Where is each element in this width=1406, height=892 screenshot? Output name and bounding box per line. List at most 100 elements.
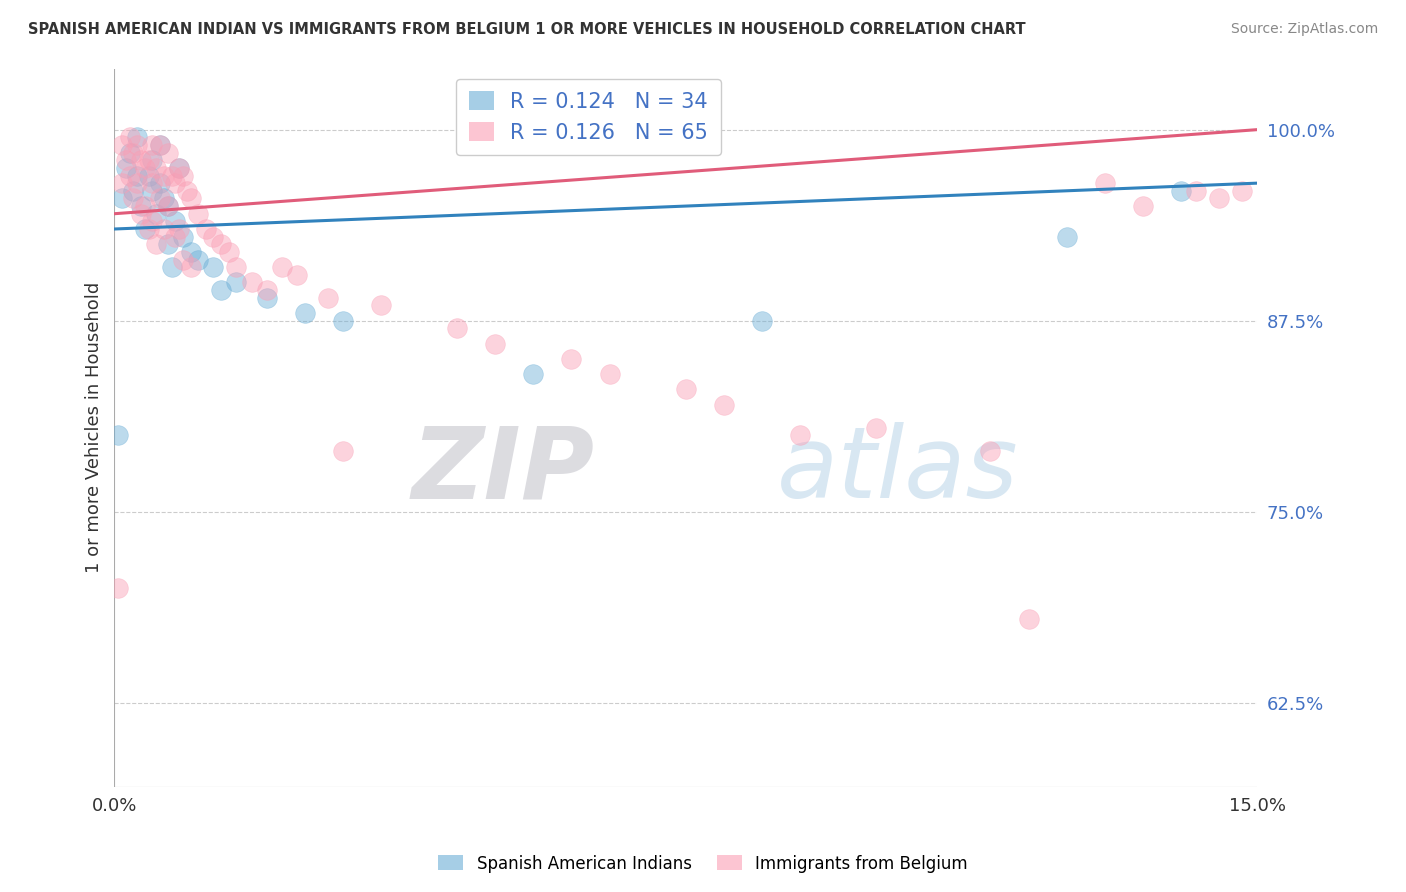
Point [118,130,141,145]
Point [156,199,179,213]
Point [560,351,582,366]
Point [145,237,167,252]
Point [209,283,232,297]
Point [180,191,202,205]
Point [1230,184,1253,198]
Point [134,161,156,175]
Point [115,153,138,168]
Point [484,336,506,351]
Point [202,229,225,244]
Point [160,169,183,183]
Point [1056,229,1078,244]
Point [240,276,263,290]
Point [118,145,141,160]
Point [118,169,141,183]
Point [141,137,163,152]
Point [1170,184,1192,198]
Text: atlas: atlas [778,422,1019,519]
Point [127,176,149,190]
Point [138,222,160,236]
Point [111,191,134,205]
Point [187,207,209,221]
Point [176,184,198,198]
Point [141,214,163,228]
Point [172,252,194,267]
Point [156,199,179,213]
Point [153,169,176,183]
Point [285,268,308,282]
Point [1018,612,1040,626]
Point [751,314,773,328]
Point [149,137,172,152]
Point [165,176,187,190]
Point [180,260,202,275]
Point [713,398,735,412]
Legend: Spanish American Indians, Immigrants from Belgium: Spanish American Indians, Immigrants fro… [432,848,974,880]
Point [122,191,145,205]
Point [127,169,149,183]
Point [111,176,134,190]
Point [138,169,160,183]
Point [202,260,225,275]
Point [115,161,138,175]
Point [180,244,202,259]
Point [675,383,697,397]
Point [1132,199,1154,213]
Point [129,153,152,168]
Point [599,367,621,381]
Point [129,207,152,221]
Point [141,184,163,198]
Point [256,291,278,305]
Text: Source: ZipAtlas.com: Source: ZipAtlas.com [1230,22,1378,37]
Point [165,229,187,244]
Point [294,306,316,320]
Point [160,260,183,275]
Point [122,184,145,198]
Point [165,214,187,228]
Point [332,443,354,458]
Point [789,428,811,442]
Point [156,145,179,160]
Text: ZIP: ZIP [412,422,595,519]
Point [145,161,167,175]
Point [145,207,167,221]
Point [332,314,354,328]
Point [1208,191,1230,205]
Point [209,237,232,252]
Legend: R = 0.124   N = 34, R = 0.126   N = 65: R = 0.124 N = 34, R = 0.126 N = 65 [456,78,721,155]
Point [1185,184,1208,198]
Point [370,298,392,312]
Point [129,199,152,213]
Point [156,237,179,252]
Point [111,137,134,152]
Point [167,161,190,175]
Point [127,130,149,145]
Point [271,260,294,275]
Point [446,321,468,335]
Text: SPANISH AMERICAN INDIAN VS IMMIGRANTS FROM BELGIUM 1 OR MORE VEHICLES IN HOUSEHO: SPANISH AMERICAN INDIAN VS IMMIGRANTS FR… [28,22,1026,37]
Point [194,222,217,236]
Point [107,581,129,595]
Point [122,145,145,160]
Point [187,252,209,267]
Point [316,291,339,305]
Point [225,260,247,275]
Point [225,276,247,290]
Point [141,176,163,190]
Point [153,222,176,236]
Point [149,137,172,152]
Y-axis label: 1 or more Vehicles in Household: 1 or more Vehicles in Household [86,282,103,574]
Point [107,428,129,442]
Point [167,161,190,175]
Point [149,191,172,205]
Point [134,199,156,213]
Point [218,244,240,259]
Point [167,222,190,236]
Point [865,420,887,434]
Point [127,137,149,152]
Point [522,367,544,381]
Point [172,229,194,244]
Point [979,443,1001,458]
Point [1094,176,1116,190]
Point [256,283,278,297]
